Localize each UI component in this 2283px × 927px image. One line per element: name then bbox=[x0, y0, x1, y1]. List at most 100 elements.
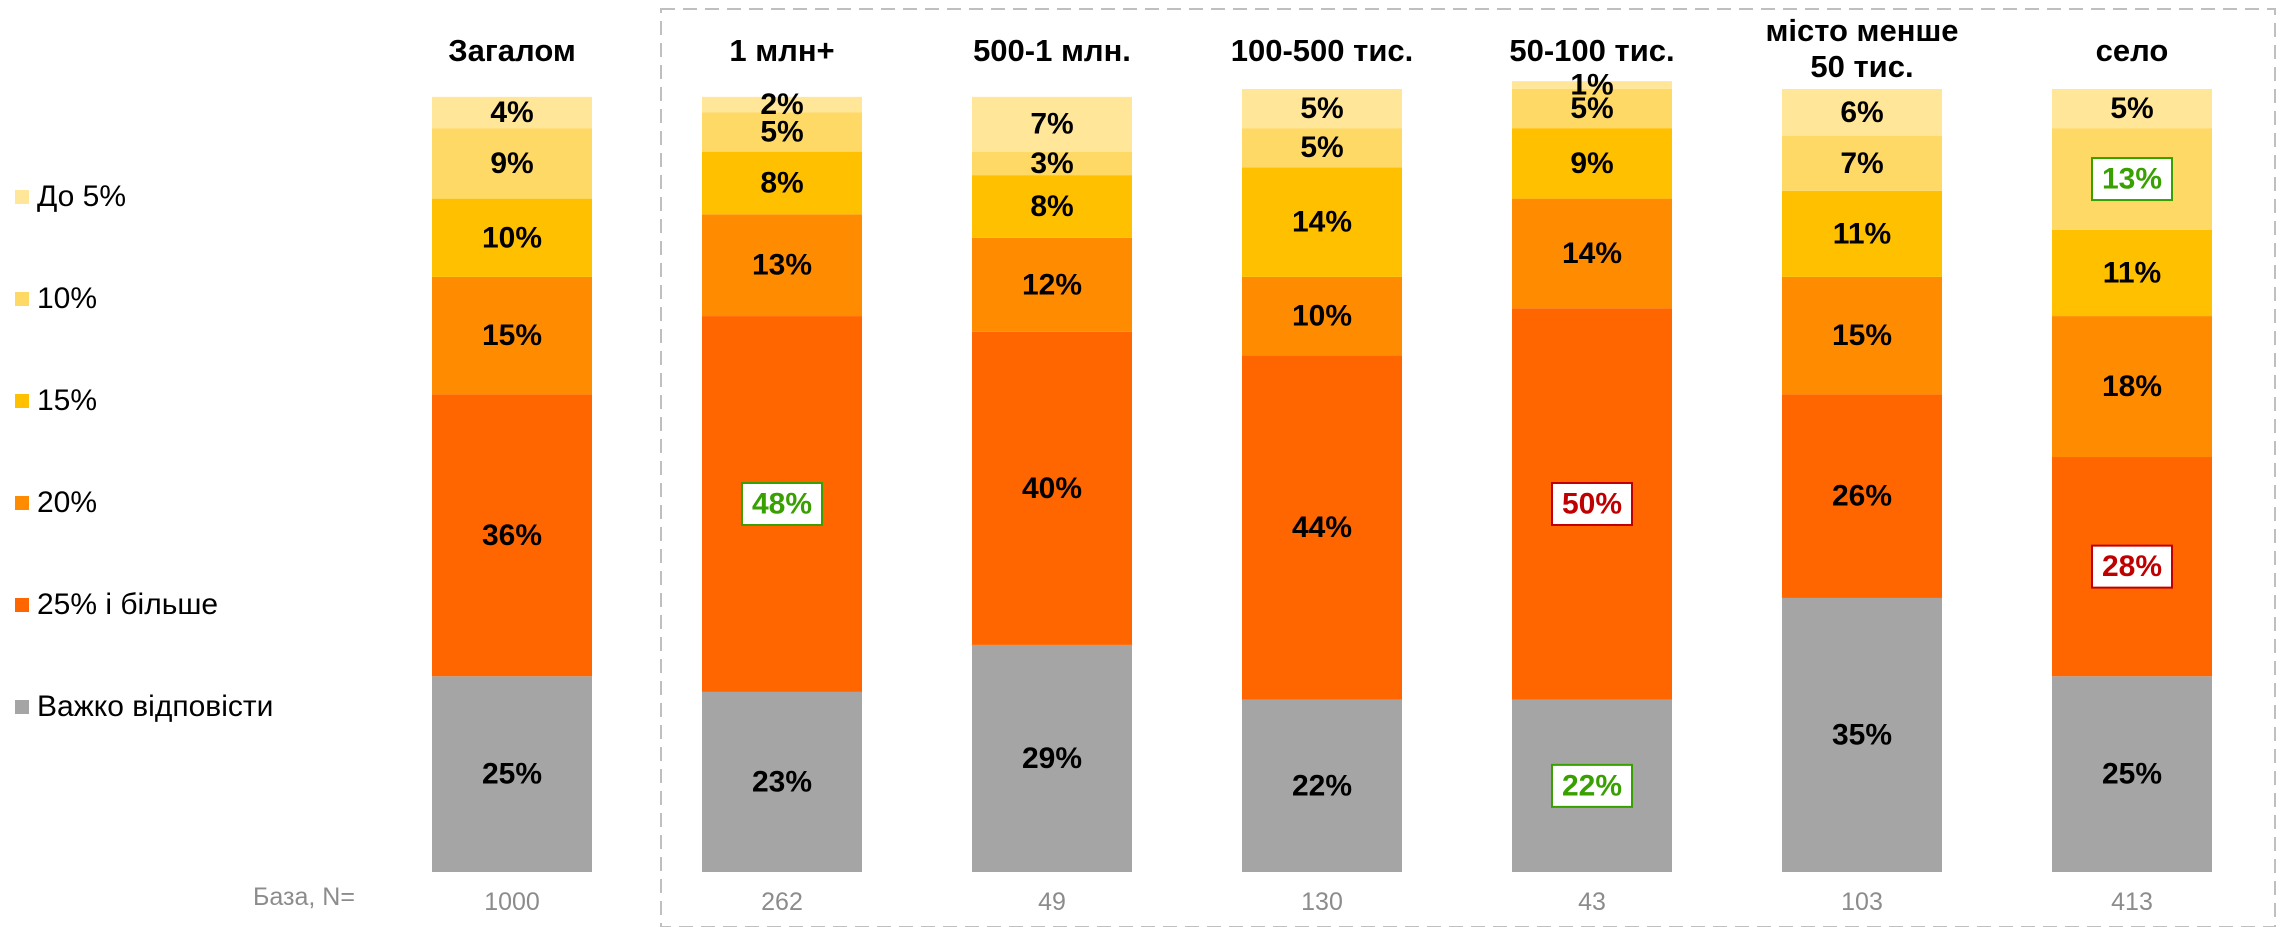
bar-segment bbox=[1512, 89, 1672, 129]
data-label: 15% bbox=[482, 319, 542, 352]
highlight-box bbox=[2091, 544, 2173, 589]
legend-item: 10% bbox=[15, 279, 97, 319]
base-n-value: 49 bbox=[1038, 888, 1066, 916]
bar-segment bbox=[432, 198, 592, 277]
labels-layer: Загалом 25% 36% 15% 10% 9% 4% 1000 1 млн+ 23% 48% 1… bbox=[448, 13, 2173, 916]
data-label: 50% bbox=[1562, 487, 1622, 520]
bar-segment bbox=[1512, 128, 1672, 199]
data-label: 13% bbox=[2102, 163, 2162, 196]
data-label: 11% bbox=[2103, 257, 2161, 290]
data-label: 7% bbox=[1030, 108, 1073, 141]
data-label: 40% bbox=[1022, 472, 1082, 505]
legend-label: До 5% bbox=[37, 180, 127, 213]
data-label: 6% bbox=[1840, 96, 1883, 129]
category-label: 100-500 тис. bbox=[1231, 33, 1413, 68]
data-label: 23% bbox=[752, 765, 812, 798]
bar-segment bbox=[702, 112, 862, 152]
bar-segment bbox=[702, 214, 862, 317]
data-label: 5% bbox=[760, 116, 803, 149]
bar-segment bbox=[702, 691, 862, 872]
data-label: 22% bbox=[1562, 769, 1622, 802]
bar-segment bbox=[972, 151, 1132, 176]
bar-segment bbox=[432, 276, 592, 395]
bar-segment bbox=[1782, 597, 1942, 872]
data-label: 1% bbox=[1570, 69, 1613, 102]
data-label: 48% bbox=[752, 487, 812, 520]
data-label: 26% bbox=[1832, 480, 1892, 513]
category-label: 500-1 млн. bbox=[973, 33, 1131, 68]
bar-segment bbox=[1512, 81, 1672, 89]
bar-segment bbox=[432, 676, 592, 872]
legend-item: 20% bbox=[15, 483, 97, 523]
base-n-value: 43 bbox=[1578, 888, 1606, 916]
highlight-box bbox=[2091, 157, 2173, 202]
bar-segment bbox=[1782, 394, 1942, 598]
category-label: 50 тис. bbox=[1810, 49, 1913, 84]
group-divider-frame bbox=[660, 8, 2276, 927]
data-label: 15% bbox=[1832, 319, 1892, 352]
bar-segment bbox=[702, 96, 862, 113]
base-n-value: 103 bbox=[1841, 888, 1883, 916]
data-label: 5% bbox=[1300, 131, 1343, 164]
data-label: 12% bbox=[1022, 268, 1082, 301]
base-n-value: 1000 bbox=[484, 888, 540, 916]
bar-segment bbox=[1782, 89, 1942, 136]
bar-segment bbox=[1512, 198, 1672, 309]
bars-layer bbox=[432, 81, 2212, 872]
bar-segment bbox=[1242, 276, 1402, 356]
bar-segment bbox=[2052, 676, 2212, 872]
bar-segment bbox=[1782, 276, 1942, 395]
data-label: 28% bbox=[2102, 550, 2162, 583]
data-label: 14% bbox=[1292, 206, 1352, 239]
data-label: 18% bbox=[2102, 370, 2162, 403]
legend-item: 15% bbox=[15, 381, 97, 421]
legend-swatch bbox=[15, 598, 29, 612]
data-label: 9% bbox=[1570, 147, 1613, 180]
base-n-value: 413 bbox=[2111, 888, 2153, 916]
data-label: 10% bbox=[1292, 300, 1352, 333]
data-label: 5% bbox=[2110, 92, 2153, 125]
legend-swatch bbox=[15, 394, 29, 408]
data-label: 9% bbox=[490, 147, 533, 180]
bar-segment bbox=[2052, 229, 2212, 317]
bar-segment bbox=[432, 394, 592, 677]
bar-segment bbox=[1782, 135, 1942, 191]
highlight-box bbox=[1551, 763, 1633, 808]
data-label: 13% bbox=[752, 249, 812, 282]
data-label: 3% bbox=[1030, 147, 1073, 180]
data-label: 4% bbox=[490, 96, 533, 129]
data-label: 44% bbox=[1292, 511, 1352, 544]
legend-swatch bbox=[15, 496, 29, 510]
legend-swatch bbox=[15, 700, 29, 714]
data-label: 8% bbox=[760, 166, 803, 199]
base-n-value: 130 bbox=[1301, 888, 1343, 916]
data-label: 36% bbox=[482, 519, 542, 552]
legend-item: 25% і більше bbox=[15, 585, 218, 625]
bar-segment bbox=[972, 644, 1132, 872]
category-label: 50-100 тис. bbox=[1509, 33, 1674, 68]
bar-segment bbox=[972, 331, 1132, 645]
data-label: 8% bbox=[1030, 190, 1073, 223]
bar-segment bbox=[1782, 190, 1942, 277]
category-label: 1 млн+ bbox=[729, 33, 834, 68]
bar-segment bbox=[432, 128, 592, 199]
bar-segment bbox=[2052, 89, 2212, 129]
legend-swatch bbox=[15, 292, 29, 306]
data-label: 5% bbox=[1570, 92, 1613, 125]
data-label: 29% bbox=[1022, 742, 1082, 775]
data-label: 11% bbox=[1833, 217, 1891, 250]
bar-segment bbox=[702, 151, 862, 215]
bar-segment bbox=[1242, 128, 1402, 168]
category-label: село bbox=[2096, 33, 2169, 68]
data-label: 25% bbox=[482, 758, 542, 791]
legend-label: 10% bbox=[37, 282, 98, 315]
base-label: База, N= bbox=[253, 883, 355, 911]
bar-segment bbox=[972, 96, 1132, 152]
bar-segment bbox=[1242, 89, 1402, 129]
legend-label: 25% і більше bbox=[37, 588, 219, 621]
data-label: 35% bbox=[1832, 718, 1892, 751]
base-n-value: 262 bbox=[761, 888, 803, 916]
data-label: 2% bbox=[760, 88, 803, 121]
legend-label: 15% bbox=[37, 384, 98, 417]
